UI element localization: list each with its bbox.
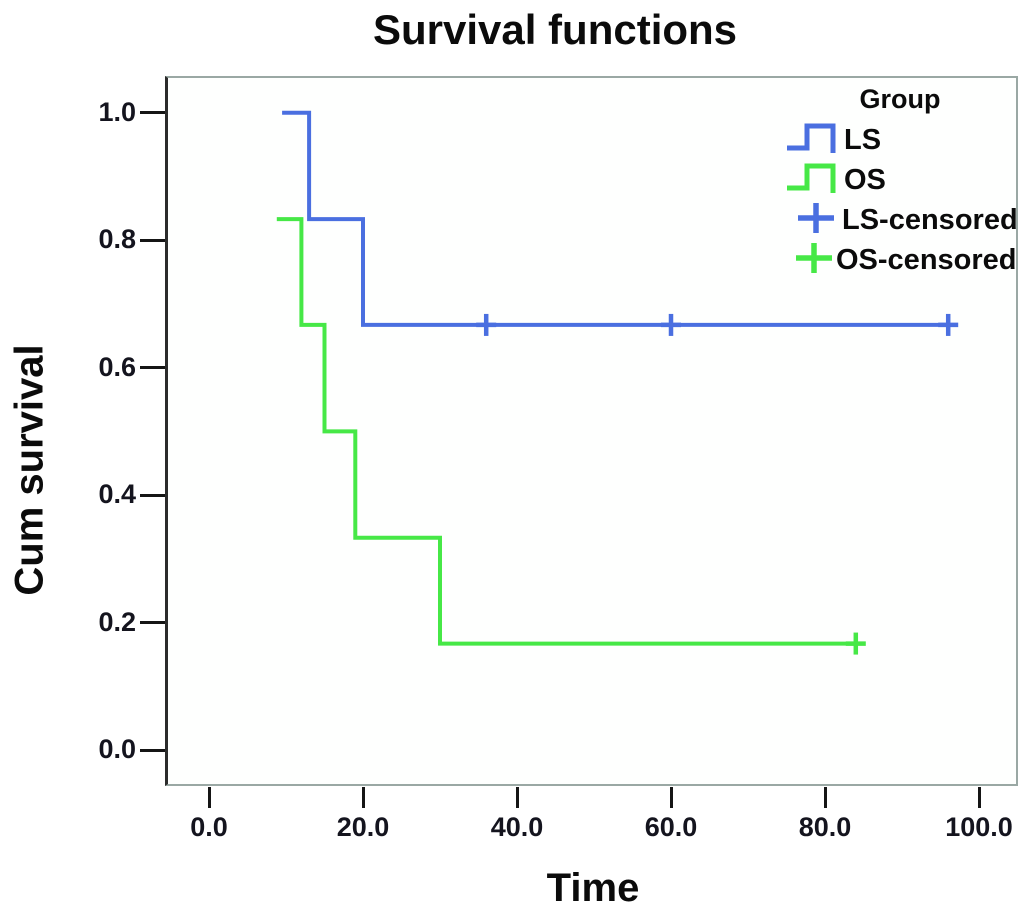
legend-title: Group [859,84,941,114]
x-tick-label: 40.0 [490,812,544,842]
x-tick-label: 20.0 [336,812,390,842]
y-tick-label: 0.6 [98,351,136,382]
legend-label-os: OS [844,164,886,196]
x-tick-label: 60.0 [644,812,698,842]
y-tick-mark [140,111,165,115]
y-tick-mark [140,621,165,625]
censor-mark-ls [476,313,497,336]
censor-mark-ls [661,313,681,336]
y-tick-mark [140,238,165,242]
ls-censored-plus-icon [796,200,836,241]
x-tick-mark [669,787,673,808]
y-tick-mark [140,366,165,370]
series-line-os [276,217,856,646]
y-tick-label: 0.4 [98,479,136,510]
censor-mark-ls [938,313,959,336]
x-tick-mark [823,787,827,808]
y-axis-label: Cum survival [7,344,52,596]
x-tick-label: 80.0 [798,812,852,842]
series-line-ls [282,110,949,327]
y-tick-label: 1.0 [98,96,136,127]
os-censored-plus-icon [794,240,834,281]
legend-label-ls: LS [844,124,882,156]
os-step-swatch-icon [786,160,838,205]
series-layer [276,110,959,655]
legend-label-ls-censored: LS-censored [842,204,1018,236]
ls-step-swatch-icon [786,120,838,165]
x-tick-mark [977,787,981,808]
y-tick-mark [140,748,165,752]
y-tick-mark [140,493,165,497]
x-axis-label: Time [546,866,640,910]
x-tick-mark [207,787,211,808]
x-tick-mark [361,787,365,808]
censor-mark-os [845,632,866,655]
y-tick-label: 0.8 [98,224,136,255]
y-tick-label: 0.0 [98,734,136,764]
legend-label-os-censored: OS-censored [836,244,1017,276]
x-tick-label: 100.0 [945,812,1013,842]
y-tick-label: 0.2 [98,606,136,637]
x-tick-label: 0.0 [190,812,228,842]
chart-title: Survival functions [372,6,738,53]
x-tick-mark [515,787,519,808]
